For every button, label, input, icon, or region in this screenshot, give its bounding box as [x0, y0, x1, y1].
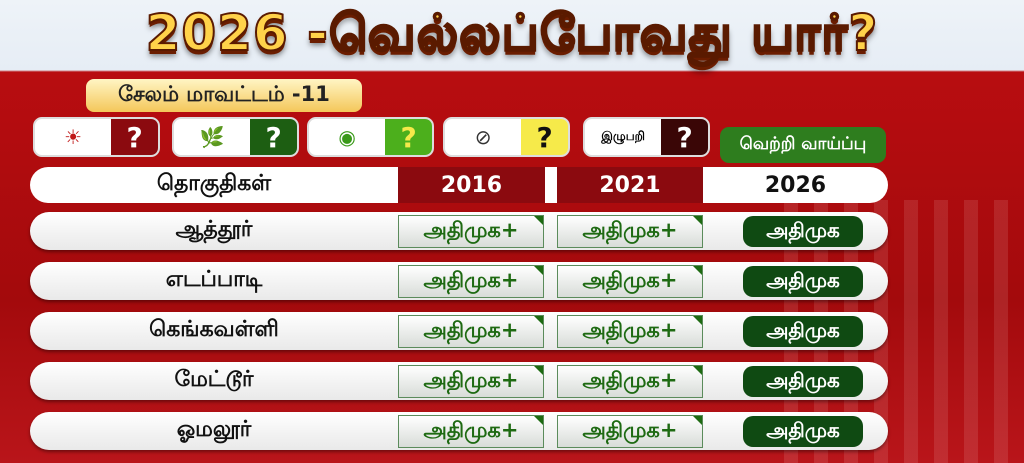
party-mark: ? — [385, 119, 432, 155]
result-2021: அதிமுக+ — [557, 265, 703, 298]
party-emblem-icon: ◉ — [338, 125, 356, 149]
table-row: ஆத்தூர் அதிமுக+ அதிமுக+ அதிமுக — [30, 212, 888, 250]
table-row: எடப்பாடி அதிமுக+ அதிமுக+ அதிமுக — [30, 262, 888, 300]
result-2016: அதிமுக+ — [398, 365, 544, 398]
prediction-2026: அதிமுக — [743, 216, 863, 247]
party-tossup: இழுபறி ? — [583, 117, 710, 157]
party-mark: ? — [521, 119, 568, 155]
result-2021: அதிமுக+ — [557, 315, 703, 348]
party-tvk: ◉ ? — [307, 117, 434, 157]
party-ntk: ⊘ ? — [443, 117, 570, 157]
tossup-label: இழுபறி — [601, 129, 645, 143]
header-2016: 2016 — [398, 167, 545, 203]
result-2016: அதிமுக+ — [398, 315, 544, 348]
party-mark: ? — [250, 119, 297, 155]
header-2021: 2021 — [557, 167, 703, 203]
prediction-2026: அதிமுக — [743, 316, 863, 347]
page-title: 2026 -வெல்லப்போவது யார்? — [145, 3, 879, 63]
prediction-2026: அதிமுக — [743, 416, 863, 447]
header-constituencies: தொகுதிகள் — [156, 171, 272, 196]
constituency-name: எடப்பாடி — [165, 267, 263, 292]
table-header: தொகுதிகள் 2016 2021 2026 — [30, 167, 888, 203]
party-dmk: ☀ ? — [33, 117, 160, 157]
prediction-2026: அதிமுக — [743, 266, 863, 297]
party-admk: 🌿 ? — [172, 117, 299, 157]
prediction-2026: அதிமுக — [743, 366, 863, 397]
table-row: கெங்கவள்ளி அதிமுக+ அதிமுக+ அதிமுக — [30, 312, 888, 350]
constituency-name: ஆத்தூர் — [175, 217, 253, 242]
two-leaves-icon: 🌿 — [199, 125, 225, 149]
whistle-icon: ⊘ — [474, 125, 492, 149]
result-2021: அதிமுக+ — [557, 215, 703, 248]
result-2016: அதிமுக+ — [398, 265, 544, 298]
result-2021: அதிமுக+ — [557, 365, 703, 398]
result-2016: அதிமுக+ — [398, 215, 544, 248]
constituency-name: கெங்கவள்ளி — [149, 317, 279, 342]
rising-sun-icon: ☀ — [64, 125, 83, 149]
result-2021: அதிமுக+ — [557, 415, 703, 448]
table-row: மேட்டூர் அதிமுக+ அதிமுக+ அதிமுக — [30, 362, 888, 400]
header-2026: 2026 — [764, 172, 827, 198]
constituency-name: மேட்டூர் — [174, 367, 254, 392]
party-mark: ? — [111, 119, 158, 155]
district-label: சேலம் மாவட்டம் -11 — [86, 79, 362, 112]
result-2016: அதிமுக+ — [398, 415, 544, 448]
win-chance-label: வெற்றி வாய்ப்பு — [720, 127, 886, 163]
constituency-name: ஓமலூர் — [176, 417, 252, 442]
party-mark: ? — [661, 119, 708, 155]
table-row: ஓமலூர் அதிமுக+ அதிமுக+ அதிமுக — [30, 412, 888, 450]
